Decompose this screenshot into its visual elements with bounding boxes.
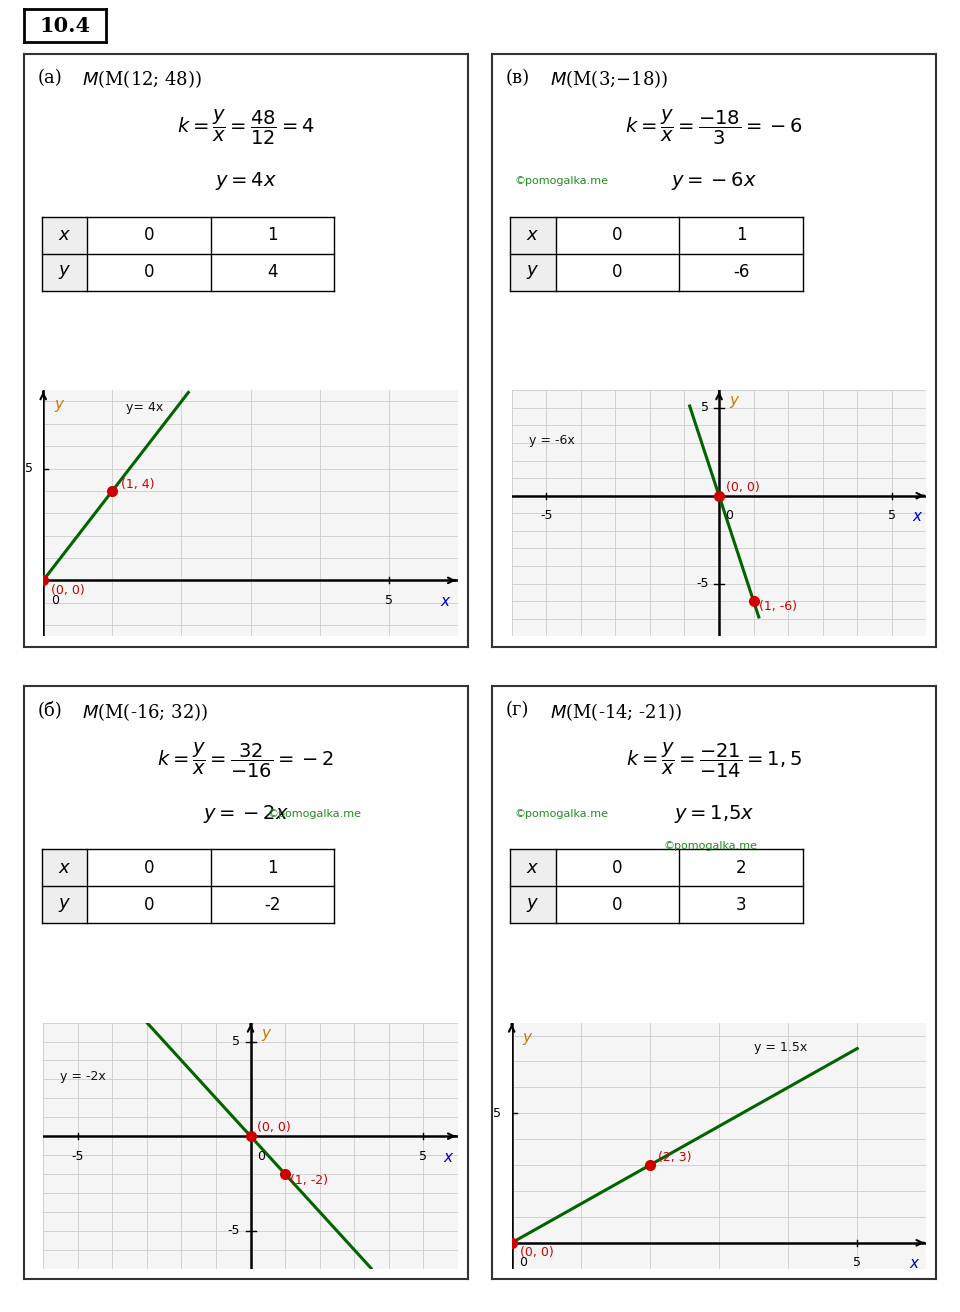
Text: (1, 4): (1, 4): [121, 478, 155, 491]
Text: (0, 0): (0, 0): [52, 584, 85, 597]
FancyBboxPatch shape: [510, 887, 556, 924]
FancyBboxPatch shape: [510, 255, 556, 291]
Text: y = -6x: y = -6x: [529, 434, 575, 447]
Text: 0: 0: [144, 227, 155, 244]
Text: 0: 0: [256, 1149, 265, 1162]
Text: (1, -2): (1, -2): [290, 1174, 328, 1187]
Text: -5: -5: [696, 577, 708, 590]
Text: 0: 0: [144, 264, 155, 282]
Text: ©pomogalka.me: ©pomogalka.me: [515, 176, 609, 186]
Text: $k = \dfrac{y}{x} = \dfrac{32}{-16} = -2$: $k = \dfrac{y}{x} = \dfrac{32}{-16} = -2…: [157, 741, 334, 779]
Text: $y$: $y$: [261, 1027, 273, 1043]
Text: 1: 1: [267, 227, 278, 244]
Text: 5: 5: [853, 1257, 861, 1269]
Text: 5: 5: [420, 1149, 427, 1162]
Text: $\mathit{y}$: $\mathit{y}$: [526, 264, 540, 282]
Text: $\mathit{M}$(M(-14; -21)): $\mathit{M}$(M(-14; -21)): [550, 701, 683, 723]
Text: 1: 1: [267, 859, 278, 876]
Text: 0: 0: [144, 859, 155, 876]
Text: $x$: $x$: [912, 509, 924, 525]
Text: $x$: $x$: [444, 1149, 455, 1165]
Text: $\mathit{y}$: $\mathit{y}$: [58, 264, 71, 282]
Text: 10.4: 10.4: [39, 16, 90, 35]
Text: $y$: $y$: [730, 395, 741, 411]
Text: 0: 0: [612, 859, 623, 876]
Text: 5: 5: [25, 462, 33, 475]
Text: (б): (б): [37, 701, 62, 719]
Text: $y$: $y$: [522, 1031, 534, 1047]
Text: $\mathit{M}$(M(3;−18)): $\mathit{M}$(M(3;−18)): [550, 68, 668, 91]
Text: $k = \dfrac{y}{x} = \dfrac{-18}{3} = -6$: $k = \dfrac{y}{x} = \dfrac{-18}{3} = -6$: [625, 109, 804, 147]
Text: (г): (г): [506, 701, 529, 719]
FancyBboxPatch shape: [41, 887, 87, 924]
Text: y = -2x: y = -2x: [60, 1069, 107, 1082]
Text: 0: 0: [612, 896, 623, 914]
Text: 0: 0: [612, 264, 623, 282]
Text: y = 1.5x: y = 1.5x: [754, 1040, 806, 1054]
Text: (0, 0): (0, 0): [520, 1246, 554, 1258]
Text: (2, 3): (2, 3): [659, 1151, 692, 1164]
Text: $\mathit{y}$: $\mathit{y}$: [526, 896, 540, 914]
Text: $\mathit{x}$: $\mathit{x}$: [58, 227, 71, 244]
Text: -5: -5: [71, 1149, 84, 1162]
FancyBboxPatch shape: [41, 849, 87, 887]
Text: (0, 0): (0, 0): [257, 1122, 291, 1135]
Text: $\mathit{y}$: $\mathit{y}$: [58, 896, 71, 914]
Text: 2: 2: [735, 859, 747, 876]
Text: $y = 1{,}5x$: $y = 1{,}5x$: [674, 803, 755, 825]
Text: $k = \dfrac{y}{x} = \dfrac{-21}{-14} = 1,5$: $k = \dfrac{y}{x} = \dfrac{-21}{-14} = 1…: [626, 741, 803, 779]
Text: -5: -5: [540, 509, 553, 522]
FancyBboxPatch shape: [510, 216, 556, 255]
Text: -2: -2: [264, 896, 281, 914]
Text: $x$: $x$: [440, 594, 452, 609]
Text: 0: 0: [144, 896, 155, 914]
Text: 0: 0: [725, 509, 733, 522]
Text: $y = -6x$: $y = -6x$: [671, 171, 757, 193]
FancyBboxPatch shape: [41, 255, 87, 291]
FancyBboxPatch shape: [510, 849, 556, 887]
Text: 1: 1: [735, 227, 747, 244]
Text: $y$: $y$: [54, 398, 65, 413]
Text: 5: 5: [385, 594, 393, 607]
Text: 0: 0: [51, 594, 59, 607]
Text: 0: 0: [612, 227, 623, 244]
Text: $\mathit{M}$(M(12; 48)): $\mathit{M}$(M(12; 48)): [82, 68, 202, 91]
Text: ©pomogalka.me: ©pomogalka.me: [268, 808, 362, 819]
Text: ©pomogalka.me: ©pomogalka.me: [515, 808, 609, 819]
Text: 3: 3: [735, 896, 747, 914]
Text: y= 4x: y= 4x: [126, 401, 163, 415]
Text: $k = \dfrac{y}{x} = \dfrac{48}{12} = 4$: $k = \dfrac{y}{x} = \dfrac{48}{12} = 4$: [177, 109, 315, 147]
Text: (а): (а): [37, 68, 62, 87]
Text: 5: 5: [888, 509, 896, 522]
Text: (0, 0): (0, 0): [726, 482, 759, 495]
Text: $\mathit{x}$: $\mathit{x}$: [526, 227, 540, 244]
Text: ©pomogalka.me: ©pomogalka.me: [663, 841, 757, 851]
Text: -5: -5: [228, 1224, 240, 1237]
Text: 5: 5: [701, 401, 708, 415]
Text: (1, -6): (1, -6): [758, 600, 797, 613]
Text: $\mathit{x}$: $\mathit{x}$: [526, 859, 540, 876]
Text: $x$: $x$: [908, 1257, 921, 1271]
Text: $y = 4x$: $y = 4x$: [215, 171, 276, 193]
Text: 0: 0: [519, 1257, 527, 1269]
Text: (в): (в): [506, 68, 530, 87]
FancyBboxPatch shape: [41, 216, 87, 255]
Text: 5: 5: [493, 1107, 501, 1119]
Text: 5: 5: [232, 1035, 240, 1048]
Text: 4: 4: [268, 264, 277, 282]
Text: $\mathit{x}$: $\mathit{x}$: [58, 859, 71, 876]
Text: $\mathit{M}$(M(-16; 32)): $\mathit{M}$(M(-16; 32)): [82, 701, 208, 723]
Text: $y = -2x$: $y = -2x$: [203, 803, 289, 825]
Text: -6: -6: [732, 264, 750, 282]
